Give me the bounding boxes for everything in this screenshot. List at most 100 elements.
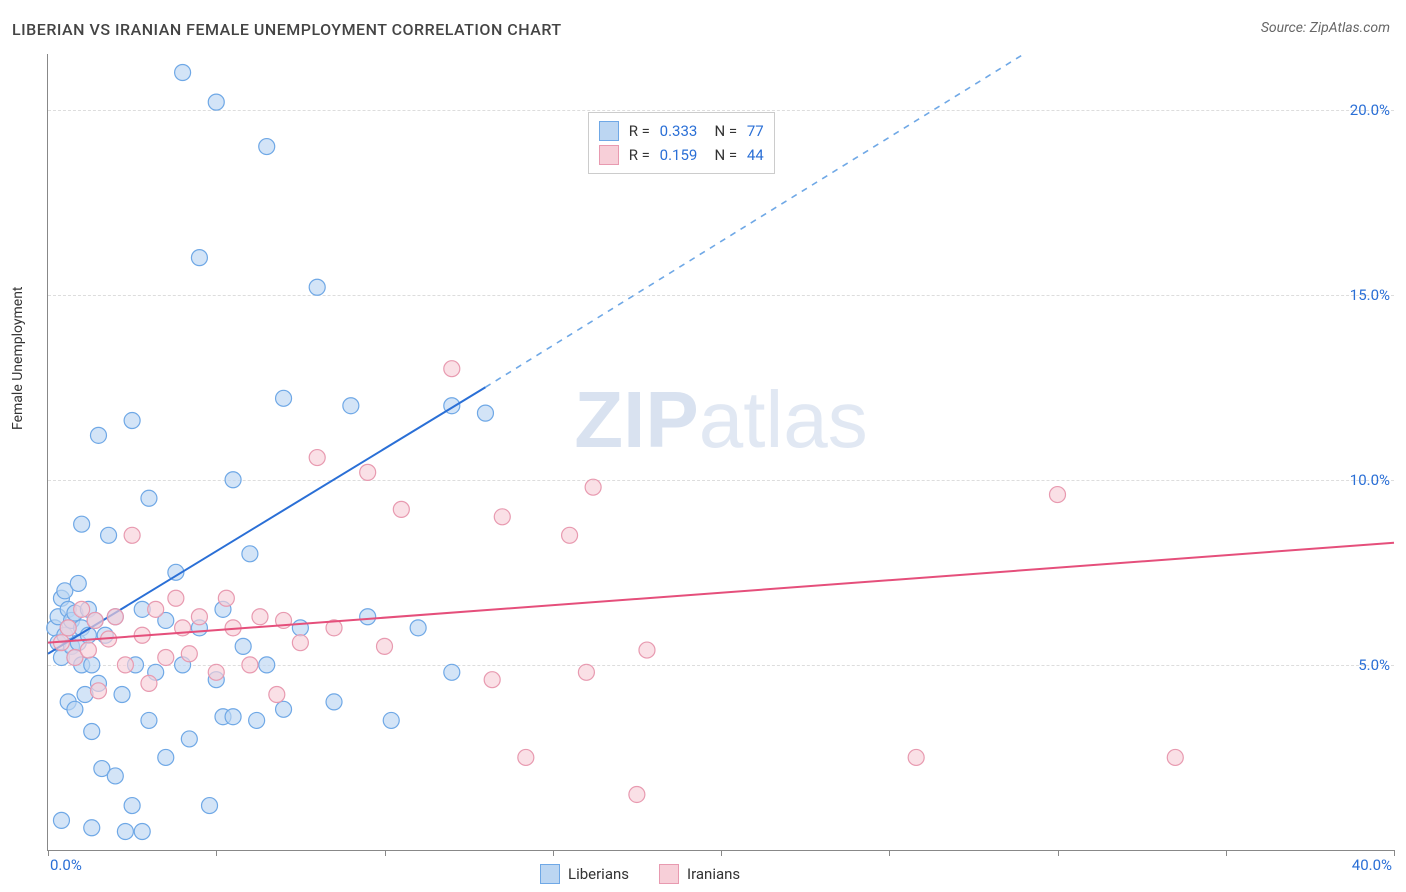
data-point [393, 501, 409, 517]
data-point [60, 620, 76, 636]
data-point [53, 812, 69, 828]
x-tick [1394, 850, 1395, 856]
data-point [276, 701, 292, 717]
x-tick [1226, 850, 1227, 856]
data-point [484, 672, 500, 688]
x-tick [889, 850, 890, 856]
regression-line-dashed [485, 54, 1023, 387]
data-point [562, 527, 578, 543]
data-point [117, 823, 133, 839]
data-point [134, 823, 150, 839]
data-point [158, 749, 174, 765]
data-point [252, 609, 268, 625]
data-point [235, 638, 251, 654]
data-point [292, 620, 308, 636]
data-point [101, 527, 117, 543]
data-point [70, 575, 86, 591]
data-point [218, 590, 234, 606]
x-end-label: 40.0% [1352, 856, 1392, 874]
data-point [639, 642, 655, 658]
n-label: N = [703, 119, 741, 143]
data-point [124, 413, 140, 429]
data-point [225, 709, 241, 725]
data-point [377, 638, 393, 654]
y-axis-label: Female Unemployment [10, 286, 26, 430]
data-point [124, 798, 140, 814]
data-point [141, 712, 157, 728]
data-point [117, 657, 133, 673]
data-point [360, 609, 376, 625]
legend-label: Iranians [687, 865, 740, 883]
data-point [158, 649, 174, 665]
data-point [141, 675, 157, 691]
data-point [585, 479, 601, 495]
x-tick [721, 850, 722, 856]
x-tick [1058, 850, 1059, 856]
data-point [87, 612, 103, 628]
data-point [309, 279, 325, 295]
data-point [107, 768, 123, 784]
data-point [269, 687, 285, 703]
data-point [225, 472, 241, 488]
data-point [360, 464, 376, 480]
n-label: N = [703, 143, 741, 167]
data-point [249, 712, 265, 728]
r-label: R = [625, 143, 654, 167]
legend-swatch [599, 121, 619, 141]
data-point [74, 516, 90, 532]
stats-legend: R = 0.333 N = 77 R = 0.159 N = 44 [588, 112, 775, 174]
data-point [181, 646, 197, 662]
data-point [168, 590, 184, 606]
data-point [202, 798, 218, 814]
stats-legend-row: R = 0.333 N = 77 [599, 119, 764, 143]
data-point [80, 642, 96, 658]
data-point [208, 664, 224, 680]
legend-swatch [659, 864, 679, 884]
chart-title: LIBERIAN VS IRANIAN FEMALE UNEMPLOYMENT … [12, 20, 562, 39]
data-point [276, 390, 292, 406]
data-point [242, 546, 258, 562]
source-label: Source: ZipAtlas.com [1261, 20, 1390, 36]
data-point [518, 749, 534, 765]
data-point [343, 398, 359, 414]
data-point [148, 601, 164, 617]
x-tick [385, 850, 386, 856]
data-point [67, 701, 83, 717]
data-point [124, 527, 140, 543]
data-point [578, 664, 594, 680]
data-point [410, 620, 426, 636]
data-point [191, 609, 207, 625]
data-point [444, 664, 460, 680]
data-point [259, 139, 275, 155]
data-point [90, 683, 106, 699]
data-point [191, 250, 207, 266]
legend-item: Iranians [659, 864, 740, 884]
legend-swatch [540, 864, 560, 884]
data-point [107, 609, 123, 625]
n-value: 77 [747, 119, 764, 143]
x-start-label: 0.0% [50, 856, 82, 874]
data-point [309, 450, 325, 466]
data-point [74, 601, 90, 617]
data-point [629, 786, 645, 802]
data-point [477, 405, 493, 421]
data-point [114, 687, 130, 703]
data-point [175, 65, 191, 81]
data-point [383, 712, 399, 728]
x-tick [216, 850, 217, 856]
data-point [292, 635, 308, 651]
legend-bottom: Liberians Iranians [540, 864, 740, 884]
data-point [259, 657, 275, 673]
data-point [908, 749, 924, 765]
legend-swatch [599, 145, 619, 165]
data-point [1050, 487, 1066, 503]
data-point [494, 509, 510, 525]
r-value: 0.333 [660, 119, 698, 143]
legend-item: Liberians [540, 864, 629, 884]
x-tick [48, 850, 49, 856]
data-point [208, 94, 224, 110]
data-point [84, 657, 100, 673]
data-point [84, 724, 100, 740]
chart-area: ZIPatlas 5.0%10.0%15.0%20.0%0.0%40.0% R … [47, 54, 1394, 851]
data-point [444, 361, 460, 377]
